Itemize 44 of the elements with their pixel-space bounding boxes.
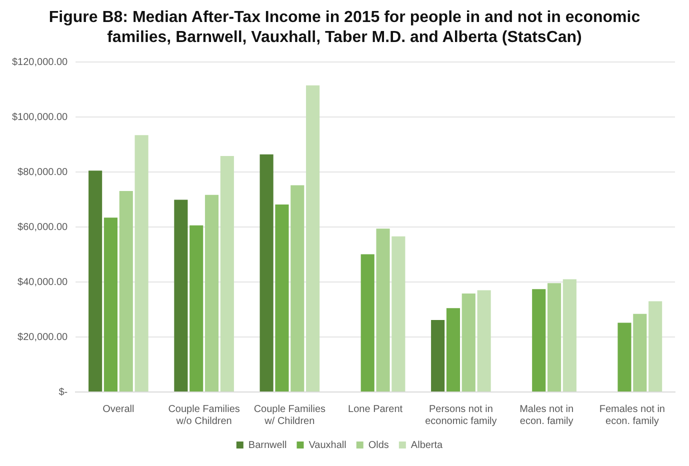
bar bbox=[392, 236, 406, 392]
bar bbox=[477, 290, 491, 392]
x-tick-label: Overall bbox=[102, 404, 134, 415]
bar bbox=[360, 254, 374, 392]
bar bbox=[119, 190, 133, 392]
y-tick-label: $60,000.00 bbox=[18, 222, 68, 233]
bar bbox=[431, 320, 445, 392]
y-tick-label: $100,000.00 bbox=[12, 112, 68, 123]
bar bbox=[532, 289, 546, 392]
y-tick-label: $80,000.00 bbox=[18, 166, 68, 178]
bar bbox=[190, 225, 204, 392]
y-tick-label: $- bbox=[58, 386, 68, 398]
bar bbox=[104, 218, 118, 392]
x-tick-label: Persons not in economic family bbox=[425, 404, 497, 427]
bar bbox=[462, 294, 476, 392]
bar bbox=[260, 154, 274, 392]
bar bbox=[174, 200, 188, 392]
y-tick-label: $120,000.00 bbox=[12, 56, 68, 68]
y-tick-label: $20,000.00 bbox=[18, 332, 68, 343]
x-tick-label: Couple Families w/ Children bbox=[254, 404, 326, 427]
x-tick-label: Lone Parent bbox=[348, 404, 403, 415]
bar bbox=[648, 301, 662, 392]
bar bbox=[306, 85, 320, 392]
x-tick-label: Males not in econ. family bbox=[520, 404, 574, 427]
bar bbox=[633, 314, 647, 392]
legend-label: Vauxhall bbox=[308, 440, 346, 451]
bar bbox=[275, 204, 289, 392]
bar bbox=[204, 194, 219, 392]
bar bbox=[562, 279, 576, 392]
bar bbox=[376, 228, 390, 392]
legend-label: Barnwell bbox=[248, 440, 287, 451]
bar bbox=[220, 156, 234, 392]
bar bbox=[290, 185, 304, 392]
legend-label: Olds bbox=[368, 440, 389, 451]
bar bbox=[547, 283, 562, 392]
bar bbox=[446, 308, 460, 392]
bar bbox=[134, 135, 148, 392]
x-tick-label: Couple Families w/o Children bbox=[168, 404, 240, 427]
chart-title: Figure B8: Median After-Tax Income in 2015 for people in and not in economic families, Barnwell, Vauxhall, Taber M.D. and Alberta (StatsCan) bbox=[48, 8, 642, 48]
legend-label: Alberta bbox=[410, 440, 444, 451]
x-tick-label: Females not in econ. family bbox=[599, 404, 665, 427]
bar bbox=[88, 170, 102, 392]
bar bbox=[618, 322, 632, 392]
y-tick-label: $40,000.00 bbox=[18, 276, 68, 288]
